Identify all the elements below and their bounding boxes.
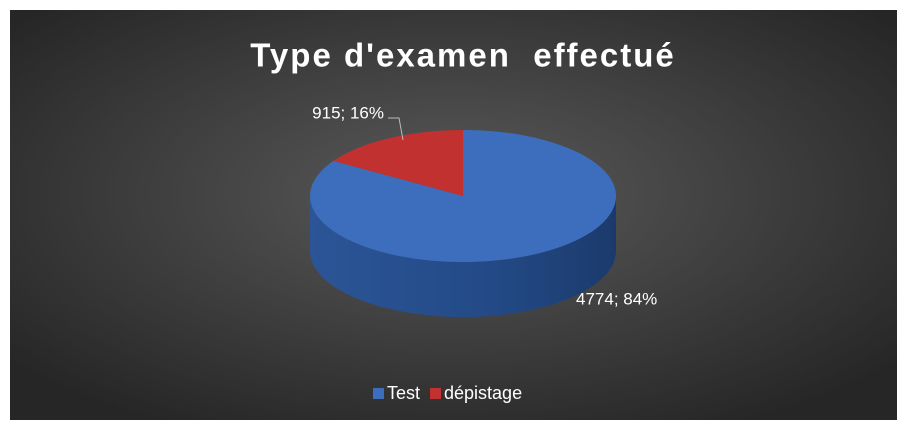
pie-slice — [333, 130, 463, 196]
data-label: 915; 16% — [312, 103, 384, 122]
leader-line — [388, 117, 404, 141]
chart-title: Type d'examen effectué — [250, 37, 676, 74]
data-label: 4774; 84% — [576, 289, 657, 308]
legend-label: Test — [387, 383, 420, 403]
legend-label: dépistage — [444, 383, 522, 403]
pie-side — [310, 196, 616, 317]
pie-slice — [310, 130, 617, 262]
legend-swatch — [373, 388, 384, 399]
legend-swatch — [430, 388, 442, 399]
